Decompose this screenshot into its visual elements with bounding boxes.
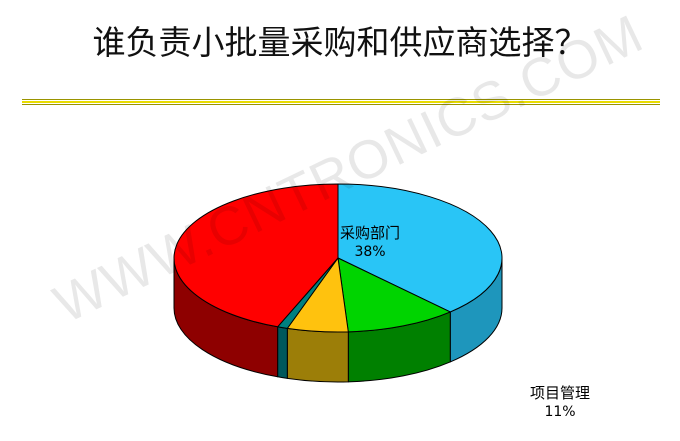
page-title: 谁负责小批量采购和供应商选择？ [92,23,588,62]
pie-chart: 采购部门 38% 研发部门 44% 项目管理 11% 总经理 6% 其他 1% [0,105,680,441]
title-divider [22,99,660,105]
pie-side-其他 [277,326,288,379]
pie-3d-sides [173,257,503,383]
divider-line-top [22,99,660,100]
pie-top-faces [173,183,503,333]
pie-label-project-management: 项目管理 11% [500,384,620,422]
pie-chart-svg [173,183,503,383]
pie-label-procurement-pct: 38% [354,244,386,260]
pie-label-procurement-name: 采购部门 [339,224,400,242]
pie-side-总经理 [286,327,349,383]
pie-label-project-management-name: 项目管理 [529,384,590,402]
pie-slice-研发部门 [173,183,339,328]
divider-line-middle [22,101,660,103]
pie-slice-项目管理 [337,257,451,333]
pie-label-project-management-pct: 11% [544,404,576,420]
divider-line-bottom [22,104,660,105]
pie-slice-采购部门 [337,183,503,313]
pie-label-procurement: 采购部门 38% [290,224,450,262]
